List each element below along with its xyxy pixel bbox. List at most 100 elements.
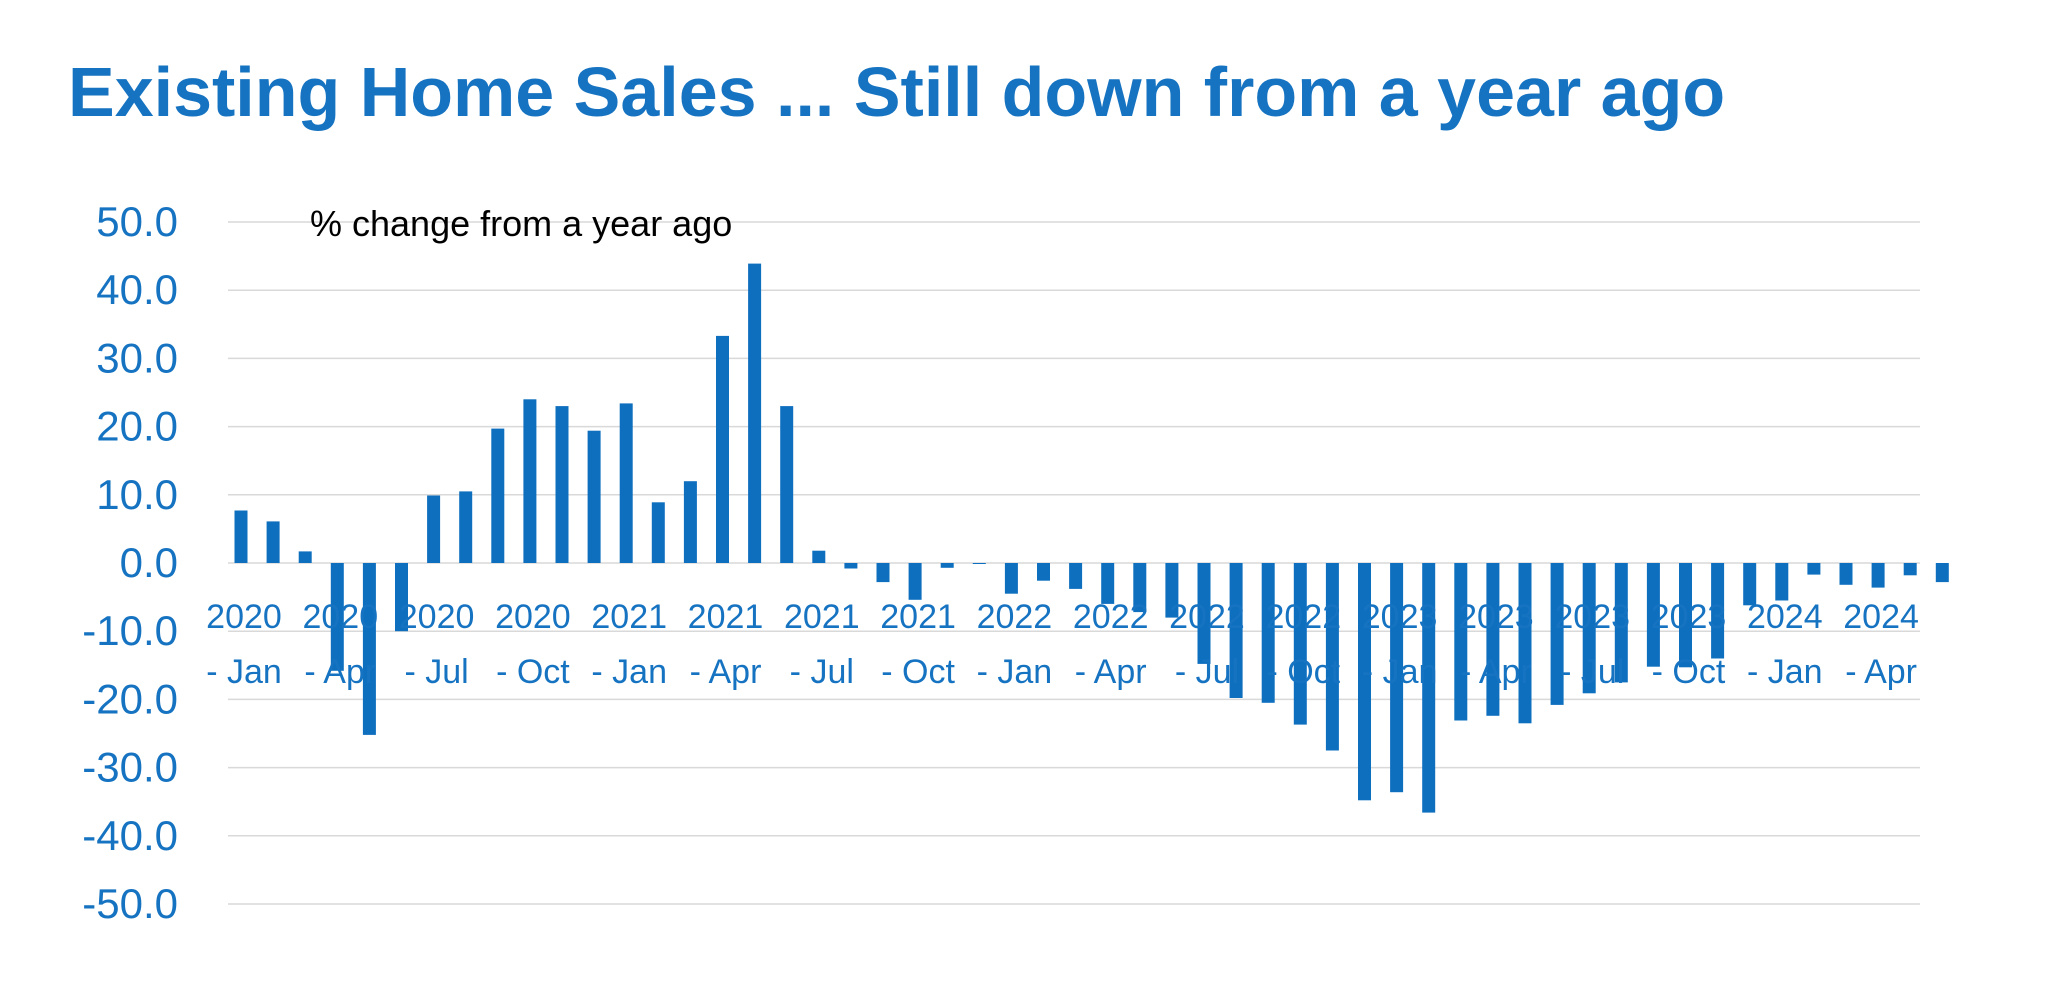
bar-28 <box>1133 563 1147 613</box>
bar-5 <box>395 563 408 632</box>
chart-annotation: % change from a year ago <box>310 203 732 244</box>
x-tick-month: - Jul <box>1175 653 1239 691</box>
x-tick-month: - Apr <box>1460 653 1532 691</box>
y-tick-label: 50.0 <box>96 198 178 245</box>
bar-33 <box>1293 563 1307 725</box>
bar-51 <box>1871 563 1885 588</box>
bar-3 <box>330 563 344 671</box>
x-tick-year: 2022 <box>977 598 1053 636</box>
bar-9 <box>523 399 537 563</box>
bar-40 <box>1518 563 1532 724</box>
bar-30 <box>1197 563 1211 664</box>
y-tick-label: 10.0 <box>96 471 178 518</box>
x-tick-year: 2023 <box>1651 598 1727 636</box>
bars <box>234 263 1949 813</box>
x-tick-year: 2024 <box>1843 598 1919 636</box>
bar-26 <box>1069 563 1083 589</box>
bar-24 <box>1004 563 1018 594</box>
x-tick-year: 2023 <box>1458 598 1534 636</box>
bar-39 <box>1486 563 1500 716</box>
x-tick-month: - Jan <box>977 653 1053 691</box>
bar-43 <box>1614 563 1628 683</box>
y-tick-label: -40.0 <box>82 812 178 859</box>
y-tick-label: -10.0 <box>82 607 178 654</box>
bar-8 <box>491 428 505 563</box>
x-tick-month: - Jan <box>1747 653 1823 691</box>
bar-44 <box>1646 563 1660 667</box>
bar-19 <box>844 563 858 569</box>
x-tick-month: - Oct <box>496 653 570 691</box>
y-axis-ticks: 50.0 40.0 30.0 20.0 10.0 0.0 -10.0 -20.0 -30.0 -4… <box>82 198 178 927</box>
bar-16 <box>748 263 762 563</box>
bar-31 <box>1229 563 1243 698</box>
bar-53 <box>1935 563 1949 583</box>
x-tick-month: - Jan <box>591 653 667 691</box>
y-tick-label: 0.0 <box>120 539 178 586</box>
x-tick-year: 2020 <box>495 598 571 636</box>
bar-11 <box>587 430 601 563</box>
bar-17 <box>780 406 794 563</box>
bar-52 <box>1903 563 1917 576</box>
x-tick-month: - Oct <box>881 653 955 691</box>
bar-6 <box>427 495 441 563</box>
bar-37 <box>1422 563 1436 813</box>
y-tick-label: 40.0 <box>96 266 178 313</box>
bar-49 <box>1807 563 1821 575</box>
bar-13 <box>651 502 665 563</box>
bar-47 <box>1743 563 1757 606</box>
bar-7 <box>459 491 473 563</box>
bar-22 <box>940 563 954 568</box>
bar-12 <box>619 403 633 563</box>
bar-20 <box>876 563 890 583</box>
bar-34 <box>1325 563 1339 751</box>
y-tick-label: -30.0 <box>82 744 178 791</box>
bar-1 <box>266 521 280 563</box>
y-tick-label: -50.0 <box>82 880 178 927</box>
x-tick-year: 2022 <box>1073 598 1149 636</box>
bar-50 <box>1839 563 1853 585</box>
bar-4 <box>362 563 376 735</box>
bar-29 <box>1165 563 1179 618</box>
bar-2 <box>298 551 312 563</box>
x-tick-month: - Apr <box>1845 653 1917 691</box>
bar-21 <box>908 563 922 600</box>
x-tick-year: 2021 <box>591 598 667 636</box>
y-tick-label: 20.0 <box>96 403 178 450</box>
x-tick-year: 2021 <box>688 598 764 636</box>
bar-36 <box>1390 563 1404 793</box>
y-tick-label: 30.0 <box>96 334 178 381</box>
x-tick-year: 2022 <box>1265 598 1341 636</box>
x-tick-year: 2021 <box>784 598 860 636</box>
bar-42 <box>1582 563 1596 694</box>
x-tick-month: - Oct <box>1652 653 1726 691</box>
x-tick-year: 2023 <box>1554 598 1630 636</box>
x-tick-month: - Jul <box>1560 653 1624 691</box>
chart-title: Existing Home Sales ... Still down from … <box>68 53 1726 131</box>
bar-15 <box>716 335 729 563</box>
x-tick-year: 2021 <box>880 598 956 636</box>
y-tick-label: -20.0 <box>82 675 178 722</box>
x-tick-year: 2020 <box>399 598 475 636</box>
bar-35 <box>1358 563 1371 801</box>
bar-14 <box>683 481 697 563</box>
x-tick-month: - Jan <box>206 653 282 691</box>
x-tick-month: - Jan <box>1362 653 1438 691</box>
bar-0 <box>234 510 248 563</box>
bar-25 <box>1037 563 1050 581</box>
bar-41 <box>1550 563 1564 705</box>
x-tick-year: 2020 <box>302 598 378 636</box>
x-tick-month: - Apr <box>690 653 762 691</box>
bar-27 <box>1101 563 1115 604</box>
x-tick-month: - Jul <box>790 653 854 691</box>
x-tick-month: - Apr <box>1075 653 1147 691</box>
x-tick-month: - Apr <box>304 653 376 691</box>
gridlines <box>228 221 1920 905</box>
bar-46 <box>1711 563 1725 659</box>
bar-48 <box>1775 563 1789 601</box>
bar-45 <box>1679 563 1692 668</box>
x-axis-ticks: 2020 - Jan 2020 - Apr 2020 - Jul 2020 - Oct 2021… <box>206 598 1919 691</box>
x-tick-month: - Oct <box>1266 653 1340 691</box>
x-tick-month: - Jul <box>404 653 468 691</box>
x-tick-year: 2020 <box>206 598 282 636</box>
